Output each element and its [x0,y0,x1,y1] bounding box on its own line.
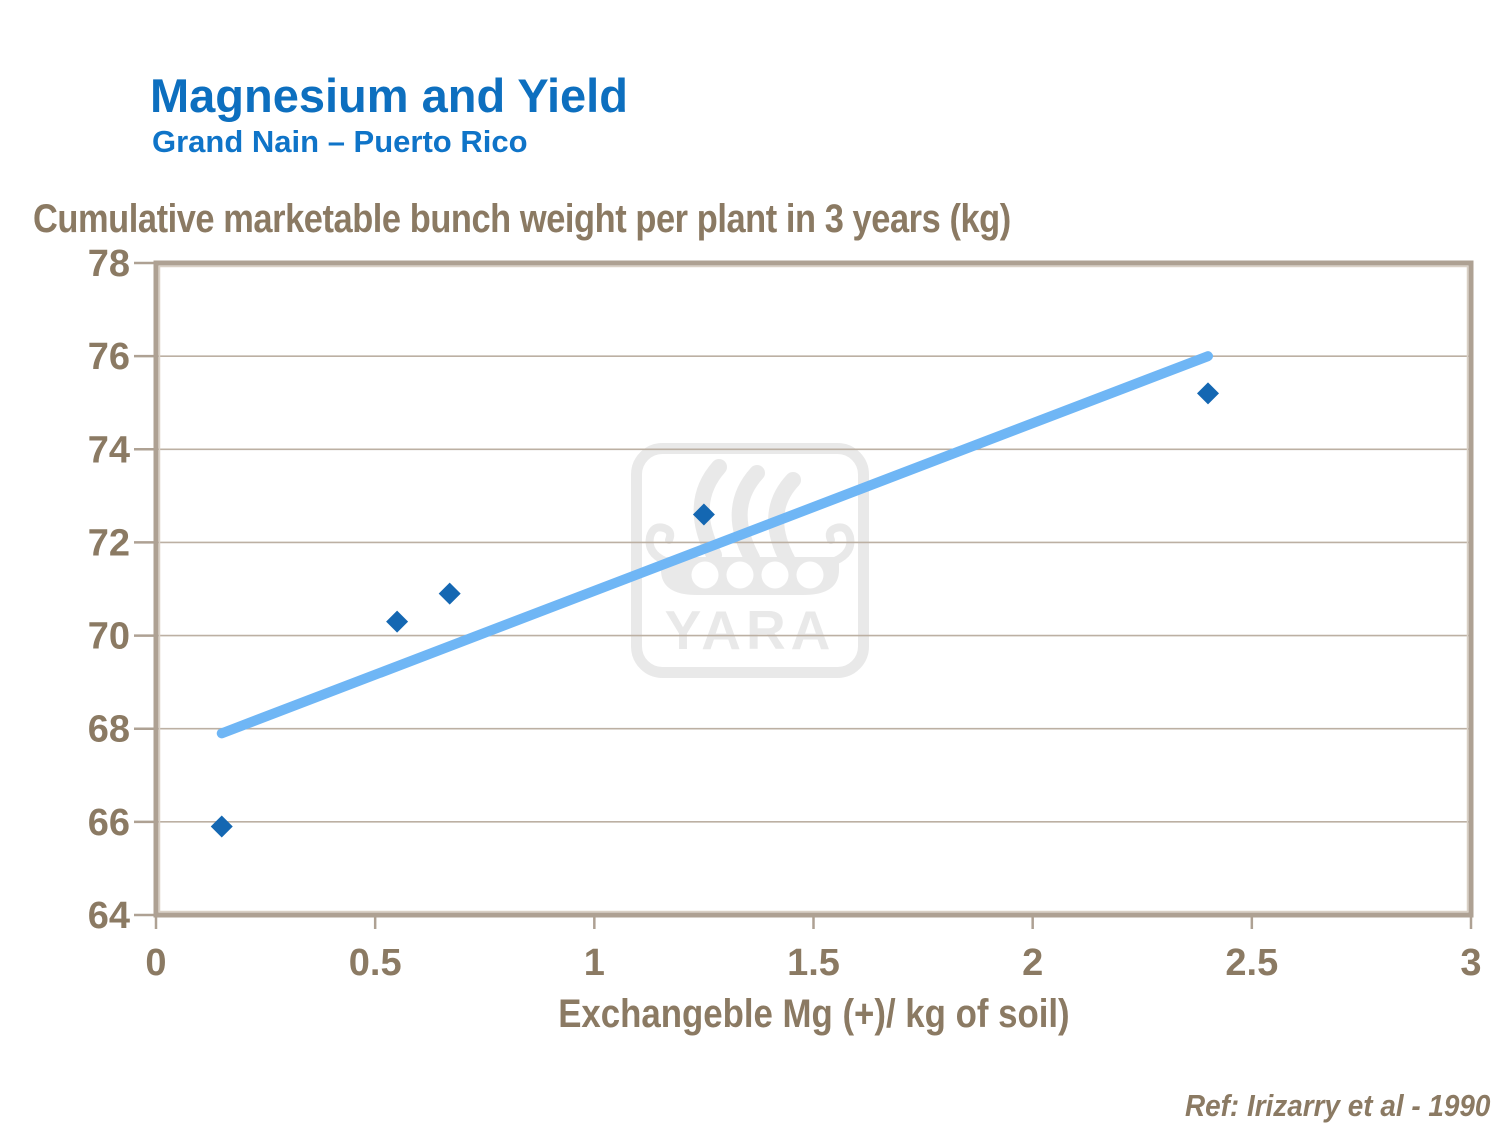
x-axis-title: Exchangeble Mg (+)/ kg of soil) [156,992,1471,1037]
page-subtitle: Grand Nain – Puerto Rico [152,124,528,159]
y-tick-label: 78 [88,243,130,285]
reference-citation: Ref: Irizarry et al - 1990 [1151,1088,1490,1124]
plot-frame [153,260,1474,918]
x-tick-label: 2.5 [1225,942,1278,984]
hull-shields [691,561,824,589]
page-title: Magnesium and Yield [150,69,628,122]
x-tick-label: 3 [1460,942,1481,984]
y-tick-label: 72 [88,522,130,564]
data-point-diamond [210,815,233,838]
y-tick-label: 66 [88,802,130,844]
y-tick-label: 76 [88,336,130,378]
x-tick-label: 0 [145,942,166,984]
chart-title-text: Cumulative marketable bunch weight per p… [33,197,1011,241]
x-axis-title-text: Exchangeble Mg (+)/ kg of soil) [557,992,1070,1036]
stern-curl [645,523,675,565]
reference-text: Ref: Irizarry et al - 1990 [1184,1088,1490,1123]
watermark-brand-text: YARA [665,599,836,661]
x-tick-label: 1 [584,942,605,984]
y-tick-label: 74 [88,429,130,471]
chart-title: Cumulative marketable bunch weight per p… [33,197,1170,242]
y-tick-label: 68 [88,709,130,751]
data-point-diamond [386,610,409,633]
data-point-diamond [1197,382,1219,405]
x-tick-label: 2 [1022,942,1043,984]
trend-line [216,351,1213,739]
x-tick-label: 1.5 [787,942,840,984]
data-point-diamond [438,582,461,605]
data-point-diamond [692,503,715,526]
x-tick-label: 0.5 [349,942,402,984]
plot-frame-inner [158,265,1469,913]
prow-curl [825,523,855,565]
y-tick-label: 64 [88,895,130,937]
y-tick-label: 70 [88,616,130,658]
sail-arc-2 [731,465,765,566]
